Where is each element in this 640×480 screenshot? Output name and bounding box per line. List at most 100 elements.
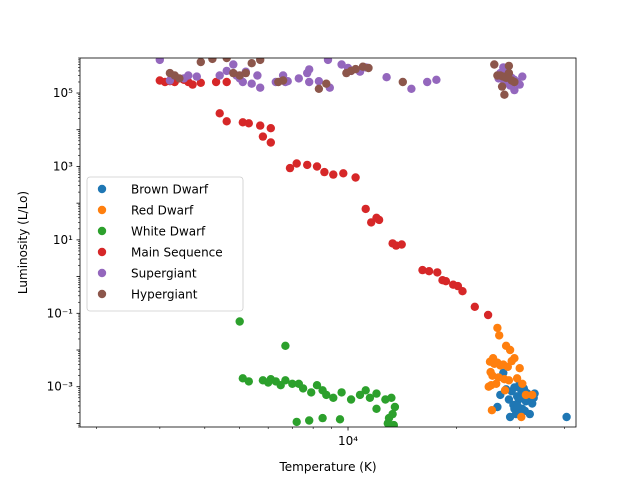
data-point-main-sequence (196, 78, 205, 88)
legend-marker (97, 289, 107, 299)
data-point-main-sequence (483, 310, 493, 320)
x-tick-label: 10⁴ (338, 434, 358, 448)
data-point-main-sequence (266, 138, 275, 147)
data-point-supergiant (314, 77, 324, 86)
data-point-supergiant (423, 77, 432, 87)
data-point-red-dwarf (504, 376, 514, 385)
data-point-red-dwarf (505, 345, 515, 355)
data-point-white-dwarf (365, 393, 375, 402)
data-point-main-sequence (458, 287, 467, 296)
data-point-hypergiant (175, 74, 184, 83)
data-point-hypergiant (196, 58, 205, 67)
data-point-hypergiant (247, 59, 256, 68)
data-point-main-sequence (397, 240, 406, 249)
data-point-main-sequence (329, 170, 338, 179)
legend-marker (97, 184, 107, 194)
data-point-hypergiant (256, 58, 265, 65)
data-point-supergiant (382, 73, 391, 82)
y-tick-label: 10⁻¹ (47, 306, 74, 320)
axis-ticks: 10⁻³ 10⁻¹ 10¹ 10³ 10⁵ 10⁴ (47, 57, 565, 448)
data-point-hypergiant (229, 68, 238, 78)
data-point-supergiant (229, 60, 238, 69)
data-point-brown-dwarf (525, 409, 534, 419)
legend-label: Hypergiant (131, 288, 198, 302)
data-point-main-sequence (292, 159, 301, 168)
data-point-hypergiant (351, 64, 360, 74)
data-point-red-dwarf (517, 412, 526, 422)
data-point-supergiant (305, 77, 314, 87)
data-point-hypergiant (364, 63, 373, 73)
legend-label: White Dwarf (131, 225, 206, 239)
data-point-main-sequence (222, 117, 231, 126)
data-point-red-dwarf (521, 390, 531, 400)
data-point-main-sequence (339, 169, 348, 178)
data-point-red-dwarf (518, 379, 527, 388)
legend-label: Supergiant (131, 267, 197, 281)
legend-marker (97, 205, 107, 215)
data-point-white-dwarf (281, 341, 290, 350)
data-point-hypergiant (504, 68, 514, 78)
data-point-hypergiant (241, 68, 250, 78)
data-point-supergiant (215, 71, 224, 80)
data-point-main-sequence (424, 267, 434, 276)
data-point-hypergiant (490, 60, 499, 69)
legend: Brown Dwarf Red Dwarf White Dwarf Main Sequ… (86, 176, 244, 312)
data-point-white-dwarf (312, 381, 322, 390)
data-point-white-dwarf (389, 420, 398, 427)
data-point-supergiant (407, 84, 416, 94)
data-point-white-dwarf (288, 379, 297, 388)
data-point-supergiant (256, 83, 265, 92)
data-point-hypergiant (497, 82, 507, 91)
data-point-main-sequence (374, 215, 384, 225)
data-point-white-dwarf (322, 390, 331, 400)
data-point-main-sequence (188, 80, 197, 89)
data-point-white-dwarf (355, 390, 365, 400)
data-point-brown-dwarf (514, 395, 523, 404)
data-point-white-dwarf (281, 376, 290, 385)
data-point-white-dwarf (346, 395, 356, 404)
data-point-white-dwarf (318, 413, 327, 423)
data-point-main-sequence (258, 132, 268, 141)
legend-marker (97, 247, 107, 257)
data-point-white-dwarf (388, 409, 397, 419)
data-point-hypergiant (322, 79, 331, 88)
data-point-red-dwarf (493, 323, 502, 333)
y-tick-label: 10⁵ (53, 86, 73, 100)
data-point-hypergiant (500, 90, 509, 99)
data-point-white-dwarf (235, 317, 244, 326)
data-point-main-sequence (211, 77, 221, 87)
data-point-main-sequence (244, 119, 253, 128)
data-point-supergiant (247, 79, 256, 88)
y-tick-label: 10⁻³ (47, 380, 74, 394)
data-point-white-dwarf (244, 377, 253, 386)
data-point-supergiant (184, 71, 193, 80)
data-point-main-sequence (361, 204, 370, 214)
y-tick-label: 10¹ (53, 233, 73, 247)
data-point-white-dwarf (298, 384, 308, 393)
data-point-red-dwarf (512, 374, 522, 383)
data-point-supergiant (432, 75, 441, 85)
legend-label: Main Sequence (131, 246, 223, 260)
data-point-white-dwarf (305, 416, 314, 425)
plot-area-frame (79, 57, 577, 428)
data-point-brown-dwarf (513, 401, 522, 411)
data-point-red-dwarf (528, 390, 537, 400)
data-point-brown-dwarf (562, 412, 571, 422)
data-point-white-dwarf (372, 404, 381, 413)
data-point-supergiant (337, 60, 346, 69)
x-axis-label: Temperature (K) (278, 460, 376, 474)
data-point-supergiant (305, 65, 314, 74)
data-point-main-sequence (285, 163, 295, 173)
data-point-supergiant (294, 74, 303, 83)
data-point-supergiant (253, 71, 262, 80)
scatter-points (155, 58, 571, 427)
data-point-hypergiant (314, 84, 324, 94)
data-point-main-sequence (303, 160, 312, 170)
data-point-hypergiant (504, 61, 514, 71)
data-point-white-dwarf (307, 388, 316, 397)
data-point-red-dwarf (515, 364, 524, 373)
legend-box (86, 176, 244, 312)
data-point-main-sequence (418, 265, 427, 275)
data-point-main-sequence (215, 109, 224, 118)
data-point-red-dwarf (487, 406, 497, 415)
